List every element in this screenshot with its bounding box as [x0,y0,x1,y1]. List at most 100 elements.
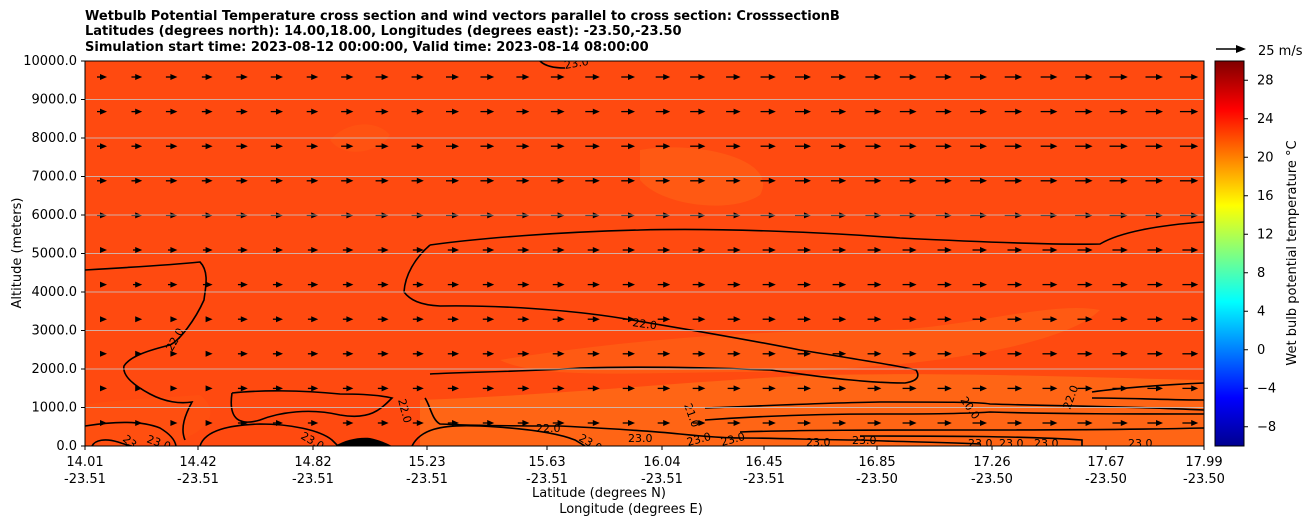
wind-vector [377,385,389,392]
wind-vector [1042,281,1058,288]
wind-vector [1145,177,1163,184]
wind-vector [100,247,107,253]
colorbar-label: Wet bulb potential temperature °C [1285,140,1300,365]
wind-vector [1040,108,1058,115]
wind-vector [795,108,811,115]
wind-vector [1007,385,1023,392]
colorbar-tick-label: 20 [1257,150,1274,165]
wind-vector [621,74,635,80]
wind-vector [1040,177,1058,184]
wind-vector [447,420,459,426]
wind-vector [657,316,671,323]
y-tick-label: 3000.0 [32,324,78,339]
wind-vector [446,143,459,150]
contour-label: 23.0 [806,436,831,449]
wind-vector [970,74,987,80]
wind-vector [760,108,776,115]
wind-vector [342,385,354,392]
wind-vector [830,143,847,150]
wind-vector [657,247,671,253]
wind-vector [377,316,389,323]
wind-vector [342,420,354,426]
wind-vector [516,108,530,115]
y-axis-label: Altitude (meters) [10,198,25,309]
wind-vector [899,108,917,115]
wind-vector [830,108,847,115]
wind-vector [587,420,600,426]
wind-vector [1147,247,1163,253]
wind-vectors [97,74,1199,426]
wind-vector [375,143,389,150]
wind-vector [482,385,495,392]
wind-vector [1007,350,1023,357]
wind-vector [1004,74,1023,80]
contour-21 [704,401,1204,411]
wind-vector [587,350,600,357]
wind-vector [552,420,565,426]
wind-vector [727,281,741,288]
wind-vector [762,247,776,253]
x-tick-label-lat: 17.67 [1087,455,1124,470]
wind-vector [726,143,741,150]
wind-vector [236,74,248,80]
wind-vector [867,316,882,323]
wind-vector [657,281,671,288]
wind-vector [970,177,987,184]
y-tick-label: 5000.0 [32,247,78,262]
wind-vector [1179,177,1199,184]
contour-label: 22.0 [632,316,658,332]
wind-vector [1075,74,1093,80]
wind-vector [1004,108,1023,115]
wind-vector [727,420,741,426]
wind-vector [482,247,495,253]
wind-vector [165,143,178,150]
wind-vector [902,316,917,323]
y-tick-label: 10000.0 [23,54,77,69]
wind-vector [867,247,882,253]
wind-vector [762,350,776,357]
wind-vector [1077,420,1093,426]
colorbar-tick-label: 24 [1257,112,1274,127]
wind-vector [307,385,319,392]
wind-vector [622,281,635,288]
wind-vector [762,281,776,288]
wind-vector [935,177,952,184]
wind-vector [970,143,987,150]
wind-vector [167,247,178,253]
wind-vector [797,247,811,253]
contour-22-low-left [85,421,177,446]
wind-vector [1109,143,1128,150]
x-tick-label-lat: 14.01 [66,455,103,470]
wind-vector [832,385,847,392]
wind-vector [167,281,178,288]
wind-vector [272,281,283,288]
wind-vector [132,281,143,288]
wind-vector [1075,177,1093,184]
wind-vector [865,74,882,80]
wind-vector [1040,74,1058,80]
wind-vector [306,74,319,80]
wind-vector [170,420,178,426]
wind-vector [1179,108,1199,115]
contour-23-c [411,424,586,446]
wind-vector [1007,316,1023,323]
contour-22-right [1091,382,1204,393]
wind-vector [517,316,530,323]
wind-vector [1112,316,1128,323]
wind-vector [899,143,917,150]
contour-label: 23.0 [968,437,993,450]
wind-vector [902,247,917,253]
wind-vector [1042,385,1058,392]
wind-vector [1042,247,1058,253]
wind-vector [657,350,671,357]
wind-vector [170,316,178,323]
wind-vector [447,281,459,288]
wind-vector [480,74,495,80]
wind-vector [480,108,495,115]
wind-vector [202,281,213,288]
x-tick-label-lat: 14.42 [179,455,216,470]
wind-vector [935,74,952,80]
x-tick-label-lat: 14.82 [294,455,331,470]
wind-vector [690,74,706,80]
